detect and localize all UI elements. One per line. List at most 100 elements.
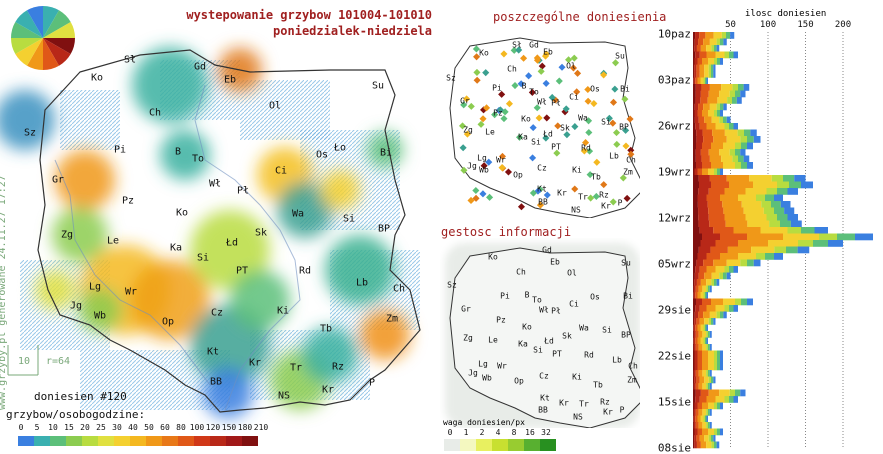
- bar-segment: [703, 292, 705, 299]
- bar-segment: [695, 331, 699, 338]
- report-marker: [500, 50, 508, 58]
- bar-segment: [699, 51, 707, 59]
- bar-segment: [695, 266, 700, 273]
- bar-segment: [769, 220, 780, 228]
- bar-segment: [693, 415, 694, 423]
- y-tick: 19wrz: [657, 165, 691, 179]
- bar-segment: [698, 188, 709, 195]
- city-label: Le: [106, 235, 120, 247]
- bar-segment: [704, 116, 712, 124]
- bar-segment: [716, 38, 720, 46]
- pie-slice: [15, 38, 44, 66]
- bar-segment: [727, 246, 752, 254]
- bar-segment: [703, 415, 705, 423]
- bar-segment: [708, 422, 710, 429]
- bar-segment: [706, 292, 708, 299]
- bar-segment: [695, 51, 700, 59]
- city-label: Ko: [175, 207, 189, 219]
- city-label: Wb: [93, 310, 107, 322]
- bar-segment: [735, 90, 741, 98]
- bar-segment: [693, 246, 699, 254]
- bar-segment: [724, 396, 729, 403]
- bar-segment: [814, 227, 828, 234]
- bar-segment: [694, 363, 698, 371]
- density-tick: 16: [525, 428, 535, 437]
- city-label: Wł: [208, 178, 222, 190]
- bar-segment: [706, 324, 708, 332]
- map-title-line2: poniedzialek-niedziela: [273, 24, 432, 38]
- bar-segment: [697, 253, 707, 260]
- chart-y-ticks: 10paz 03paz 26wrz 19wrz 12wrz 05wrz 29sie 22sie…: [640, 28, 691, 454]
- pie-slice: [43, 22, 75, 38]
- bar-segment: [721, 155, 733, 163]
- legend-tick: 5: [34, 423, 40, 432]
- bar-segment: [702, 357, 708, 364]
- bar-segment: [695, 77, 698, 85]
- y-tick: 08sie: [657, 441, 691, 454]
- bar-segment: [694, 350, 698, 358]
- bar-segment: [798, 240, 813, 247]
- bar-segment: [723, 103, 727, 111]
- legend-tick: 60: [160, 423, 170, 432]
- bar-segment: [714, 45, 717, 52]
- bar-segment: [703, 259, 714, 267]
- bar-segment: [693, 129, 697, 137]
- bar-segment: [698, 344, 703, 351]
- legend-tick: 210: [253, 423, 269, 432]
- report-marker: [485, 158, 493, 166]
- bar-segment: [708, 402, 714, 410]
- bar-segment: [708, 350, 714, 358]
- bar-segment: [720, 110, 723, 117]
- bar-segment: [711, 279, 714, 286]
- bar-segment: [801, 227, 815, 234]
- bar-segment: [695, 370, 699, 377]
- bar-segment: [699, 376, 705, 384]
- bar-segment: [714, 441, 717, 449]
- bar-segment: [706, 45, 712, 52]
- pie-slice: [43, 38, 71, 66]
- city-label: P: [368, 377, 376, 389]
- city-label: Si: [196, 252, 210, 264]
- report-marker: [483, 104, 491, 112]
- bar-segment: [702, 409, 707, 416]
- bar-segment: [700, 97, 708, 104]
- bar-segment: [697, 357, 702, 364]
- bar-segment: [702, 428, 708, 436]
- bar-segment: [693, 32, 696, 39]
- bar-segment: [693, 422, 694, 429]
- scale-value: 10: [18, 356, 31, 367]
- legend-tick: 30: [112, 423, 122, 432]
- bar-segment: [697, 337, 701, 345]
- bar-segment: [780, 220, 791, 228]
- bar-segment: [698, 175, 710, 182]
- legend-swatch: [130, 436, 146, 446]
- bar-segment: [693, 214, 699, 221]
- bar-segment: [729, 90, 735, 98]
- bar-segment: [697, 428, 702, 436]
- legend-tick: 80: [176, 423, 186, 432]
- bar-segment: [716, 311, 720, 319]
- bar-segment: [706, 266, 716, 273]
- bar-segment: [705, 324, 707, 332]
- bar-segment: [706, 415, 708, 423]
- bar-segment: [720, 428, 723, 436]
- bar-segment: [738, 84, 744, 91]
- bar-segment: [695, 383, 699, 390]
- report-marker: [460, 166, 468, 174]
- bar-segment: [706, 51, 716, 59]
- bar-segment: [697, 402, 702, 410]
- bar-segment: [696, 162, 702, 169]
- legend-swatch: [242, 436, 258, 446]
- city-label: Ło: [333, 142, 347, 154]
- bar-segment: [696, 298, 702, 306]
- bar-segment: [693, 292, 694, 299]
- bar-segment: [741, 162, 747, 169]
- bar-segment: [837, 233, 855, 241]
- bar-segment: [708, 149, 720, 156]
- bar-segment: [695, 123, 700, 130]
- bar-segment: [724, 305, 729, 312]
- report-count: doniesien #120: [34, 390, 127, 403]
- bar-segment: [741, 298, 747, 306]
- bar-segment: [747, 136, 754, 143]
- bar-segment: [695, 396, 700, 403]
